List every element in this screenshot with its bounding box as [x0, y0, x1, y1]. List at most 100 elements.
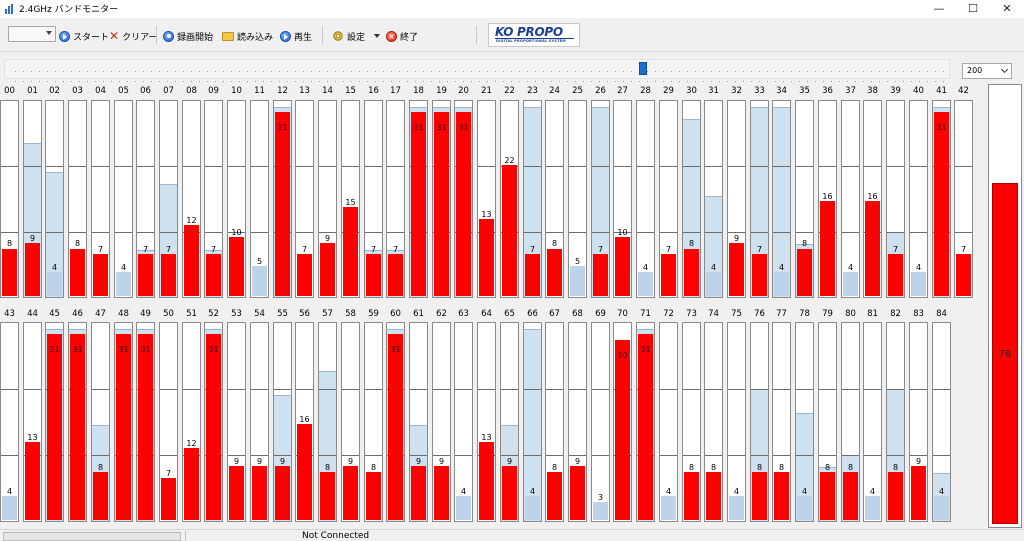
timeline-track[interactable]: [4, 59, 950, 82]
channel-label: 53: [231, 309, 242, 319]
channel-gridline: [319, 389, 336, 390]
channel-gridline: [773, 166, 790, 167]
channel-value: 9: [324, 233, 331, 243]
channel-level-bar: [116, 272, 131, 296]
channel-meter: 5: [568, 100, 587, 298]
channel-label: 56: [299, 309, 310, 319]
channel-meter: 9: [273, 322, 292, 522]
channel-gridline: [546, 389, 563, 390]
channel-level-bar: [865, 496, 880, 520]
channel-level-bar: [25, 442, 40, 520]
channel-meter: 7: [159, 322, 178, 522]
channel-gridline: [842, 455, 859, 456]
channel-level-bar: [684, 472, 699, 520]
total-value: 78: [998, 348, 1012, 360]
channel-label: 68: [572, 309, 583, 319]
channel-value: 4: [915, 263, 922, 273]
channel-value: 31: [49, 345, 60, 354]
channel-meter: 4: [932, 322, 951, 522]
channel-value: 15: [345, 197, 356, 207]
channel-level-bar: [502, 165, 517, 296]
channel-label: 35: [799, 86, 810, 96]
toolbar-separator: [156, 26, 157, 44]
channel-value: 8: [74, 239, 81, 249]
channel-peak-hold: [46, 172, 63, 297]
clear-button[interactable]: ✕ クリアー: [109, 29, 158, 43]
channel-gridline: [864, 166, 881, 167]
channel-value: 8: [756, 463, 763, 472]
channel-meter: 31: [204, 322, 223, 522]
channel-label: 42: [958, 86, 969, 96]
channel-label: 36: [822, 86, 833, 96]
settings-button[interactable]: 設定: [332, 29, 365, 43]
channel-gridline: [569, 166, 586, 167]
channel-gridline: [546, 166, 563, 167]
channel-meter: 8: [545, 100, 564, 298]
channel-value: 9: [438, 457, 445, 466]
channel-meter: 10: [613, 100, 632, 298]
channel-label: 38: [867, 86, 878, 96]
channel-gridline: [501, 389, 518, 390]
exit-button[interactable]: × 終了: [386, 29, 418, 43]
channel-meter: 31: [136, 322, 155, 522]
channel-gridline: [365, 389, 382, 390]
settings-label: 設定: [347, 32, 366, 43]
channel-gridline: [69, 166, 86, 167]
channel-label: 20: [458, 86, 469, 96]
channel-value: 3: [597, 493, 604, 502]
channel-label: 62: [436, 309, 447, 319]
channel-value: 31: [277, 122, 288, 132]
channel-value: 16: [299, 415, 310, 424]
channel-gridline: [251, 389, 268, 390]
channel-gridline: [92, 389, 109, 390]
channel-level-bar: [388, 334, 403, 520]
chevron-down-icon: [46, 31, 52, 35]
channel-level-bar: [70, 334, 85, 520]
channel-level-bar: [229, 236, 244, 296]
channel-label: 67: [549, 309, 560, 319]
channel-gridline: [910, 166, 927, 167]
scale-select[interactable]: 200: [962, 63, 1012, 79]
channel-value: 8: [324, 463, 331, 472]
channel-value: 7: [665, 245, 672, 255]
device-select[interactable]: [8, 26, 56, 42]
channel-label: 24: [549, 86, 560, 96]
channel-label: 77: [776, 309, 787, 319]
start-button[interactable]: スタート: [59, 29, 109, 43]
channel-value: 7: [165, 469, 172, 478]
channel-meter: 31: [45, 322, 64, 522]
channel-value: 8: [778, 463, 785, 472]
channel-gridline: [546, 455, 563, 456]
channel-level-bar: [456, 111, 471, 296]
channel-level-bar: [525, 496, 540, 520]
play-button[interactable]: 再生: [280, 29, 312, 43]
close-button[interactable]: ✕: [1002, 2, 1012, 15]
record-button[interactable]: 録画開始: [163, 29, 213, 43]
channel-meter: 10: [227, 100, 246, 298]
channel-value: 9: [347, 457, 354, 466]
channel-gridline: [228, 232, 245, 233]
minimize-button[interactable]: —: [933, 2, 945, 15]
channel-level-bar: [911, 272, 926, 296]
channel-value: 16: [822, 191, 833, 201]
channel-meter: 8: [364, 322, 383, 522]
channel-gridline: [296, 166, 313, 167]
channel-label: 19: [436, 86, 447, 96]
channel-label: 54: [254, 309, 265, 319]
channel-meter: 4: [523, 322, 542, 522]
settings-dropdown[interactable]: [374, 29, 380, 43]
maximize-button[interactable]: ☐: [968, 2, 978, 15]
load-button[interactable]: 読み込み: [222, 29, 273, 43]
channel-level-bar: [729, 242, 744, 296]
channel-meter: 8: [818, 322, 837, 522]
channel-level-bar: [320, 242, 335, 296]
channel-label: 43: [4, 309, 15, 319]
timeline-thumb[interactable]: [638, 62, 647, 75]
channel-gridline: [274, 455, 291, 456]
channel-level-bar: [116, 334, 131, 520]
channel-label: 02: [49, 86, 60, 96]
channel-value: 4: [801, 487, 808, 496]
channel-gridline: [1, 166, 18, 167]
channel-meter: 12: [182, 322, 201, 522]
channel-value: 4: [733, 487, 740, 496]
